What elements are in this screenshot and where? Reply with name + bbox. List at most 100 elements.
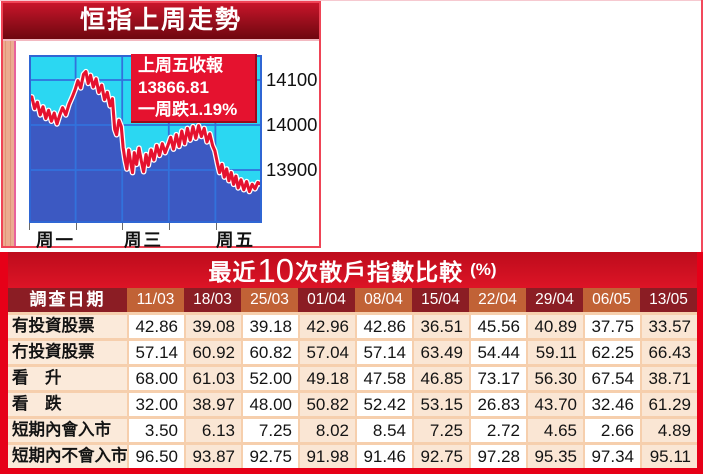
value-cell: 49.18	[298, 367, 355, 390]
hang-seng-chart-panel: 恒指上周走勢 14100 140	[1, 1, 321, 248]
value-cell: 33.57	[640, 315, 697, 338]
header-date-29/04: 29/04	[526, 288, 583, 312]
value-cell: 43.70	[526, 393, 583, 416]
x-label-friday: 周五	[216, 227, 255, 252]
table-row: 看 升68.0061.0352.0049.1847.5846.8573.1756…	[8, 367, 697, 390]
value-cell: 97.28	[469, 445, 526, 468]
retail-index-table-panel: 最近 10 次散戶指數比較 (%) 調查日期11/0318/0325/0301/…	[0, 252, 703, 474]
table-title-prefix: 最近	[208, 253, 256, 287]
value-cell: 42.96	[298, 315, 355, 338]
value-cell: 57.14	[127, 341, 184, 364]
value-cell: 91.46	[355, 445, 412, 468]
value-cell: 7.25	[241, 419, 298, 442]
row-label: 冇投資股票	[8, 341, 127, 364]
table-title-suffix: 次散戶指數比較	[295, 253, 463, 287]
table-row: 看 跌32.0038.9748.0050.8252.4253.1526.8343…	[8, 393, 697, 416]
table-title: 最近 10 次散戶指數比較 (%)	[8, 252, 697, 288]
value-cell: 4.65	[526, 419, 583, 442]
value-cell: 96.50	[127, 445, 184, 468]
value-cell: 8.54	[355, 419, 412, 442]
survey-table-body: 有投資股票42.8639.0839.1842.9642.8636.5145.56…	[8, 312, 697, 468]
annotation-line-1: 上周五收報	[138, 55, 255, 77]
x-label-wednesday: 周三	[124, 227, 163, 252]
value-cell: 48.00	[241, 393, 298, 416]
header-date-01/04: 01/04	[298, 288, 355, 312]
x-axis-tick	[122, 223, 123, 230]
value-cell: 52.42	[355, 393, 412, 416]
x-label-monday: 周一	[36, 227, 75, 252]
value-cell: 32.46	[583, 393, 640, 416]
row-label: 短期內不會入市	[8, 445, 127, 468]
value-cell: 32.00	[127, 393, 184, 416]
table-row: 冇投資股票57.1460.9260.8257.0457.1463.4954.44…	[8, 341, 697, 364]
value-cell: 57.04	[298, 341, 355, 364]
value-cell: 26.83	[469, 393, 526, 416]
value-cell: 38.71	[640, 367, 697, 390]
annotation-line-3: 一周跌1.19%	[138, 99, 255, 121]
table-title-number: 10	[257, 254, 294, 287]
value-cell: 60.82	[241, 341, 298, 364]
header-date-13/05: 13/05	[640, 288, 697, 312]
y-tick-14000: 14000	[266, 114, 317, 136]
value-cell: 92.75	[412, 445, 469, 468]
table-row: 有投資股票42.8639.0839.1842.9642.8636.5145.56…	[8, 315, 697, 338]
table-row: 短期內不會入市96.5093.8792.7591.9891.4692.7597.…	[8, 445, 697, 468]
value-cell: 93.87	[184, 445, 241, 468]
value-cell: 61.03	[184, 367, 241, 390]
chart-title-banner: 恒指上周走勢	[3, 3, 319, 41]
value-cell: 97.34	[583, 445, 640, 468]
x-axis-tick	[169, 223, 170, 230]
value-cell: 46.85	[412, 367, 469, 390]
value-cell: 4.89	[640, 419, 697, 442]
chart-title: 恒指上周走勢	[80, 6, 242, 34]
value-cell: 38.97	[184, 393, 241, 416]
value-cell: 50.82	[298, 393, 355, 416]
table-row: 短期內會入市3.506.137.258.028.547.252.724.652.…	[8, 419, 697, 442]
value-cell: 66.43	[640, 341, 697, 364]
header-date-15/04: 15/04	[412, 288, 469, 312]
value-cell: 42.86	[127, 315, 184, 338]
close-annotation: 上周五收報 13866.81 一周跌1.19%	[131, 54, 257, 123]
value-cell: 45.56	[469, 315, 526, 338]
survey-table-header: 調查日期11/0318/0325/0301/0408/0415/0422/042…	[8, 288, 697, 312]
value-cell: 8.02	[298, 419, 355, 442]
row-label: 有投資股票	[8, 315, 127, 338]
value-cell: 54.44	[469, 341, 526, 364]
value-cell: 60.92	[184, 341, 241, 364]
value-cell: 39.18	[241, 315, 298, 338]
value-cell: 56.30	[526, 367, 583, 390]
value-cell: 47.58	[355, 367, 412, 390]
value-cell: 57.14	[355, 341, 412, 364]
header-date-06/05: 06/05	[583, 288, 640, 312]
row-label: 看 升	[8, 367, 127, 390]
infographic: 恒指上周走勢 14100 140	[0, 0, 703, 474]
value-cell: 67.54	[583, 367, 640, 390]
header-date-11/03: 11/03	[127, 288, 184, 312]
value-cell: 91.98	[298, 445, 355, 468]
y-tick-14100: 14100	[266, 69, 317, 91]
decorative-side-band	[3, 41, 16, 246]
value-cell: 53.15	[412, 393, 469, 416]
value-cell: 39.08	[184, 315, 241, 338]
value-cell: 62.25	[583, 341, 640, 364]
value-cell: 6.13	[184, 419, 241, 442]
value-cell: 52.00	[241, 367, 298, 390]
value-cell: 36.51	[412, 315, 469, 338]
value-cell: 68.00	[127, 367, 184, 390]
header-date-25/03: 25/03	[241, 288, 298, 312]
header-date-22/04: 22/04	[469, 288, 526, 312]
value-cell: 73.17	[469, 367, 526, 390]
header-survey-date-label: 調查日期	[8, 288, 127, 312]
value-cell: 3.50	[127, 419, 184, 442]
value-cell: 2.72	[469, 419, 526, 442]
value-cell: 92.75	[241, 445, 298, 468]
value-cell: 95.11	[640, 445, 697, 468]
header-date-18/03: 18/03	[184, 288, 241, 312]
value-cell: 61.29	[640, 393, 697, 416]
value-cell: 7.25	[412, 419, 469, 442]
value-cell: 59.11	[526, 341, 583, 364]
value-cell: 42.86	[355, 315, 412, 338]
x-axis-tick	[76, 223, 77, 230]
value-cell: 37.75	[583, 315, 640, 338]
y-tick-13900: 13900	[266, 159, 317, 181]
